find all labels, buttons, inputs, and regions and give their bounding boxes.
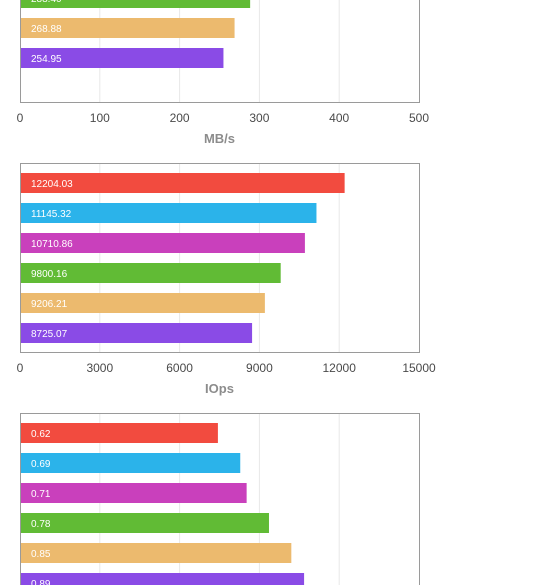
x-tick-label: 9000 — [246, 361, 273, 375]
bar — [21, 293, 265, 313]
bar-value-label: 0.78 — [31, 519, 51, 530]
bar-value-label: 11145.32 — [31, 209, 72, 220]
x-tick-label: 100 — [90, 111, 110, 125]
bar — [21, 323, 253, 343]
x-tick-label: 12000 — [323, 361, 357, 375]
plot-frame — [20, 163, 420, 353]
bar-value-label: 8725.07 — [31, 329, 68, 340]
plot-frame — [20, 413, 420, 585]
x-tick-label: 200 — [170, 111, 190, 125]
bar-value-label: 9800.16 — [31, 269, 68, 280]
bar — [21, 203, 317, 223]
x-tick-label: 400 — [329, 111, 349, 125]
x-axis-title: MB/s — [204, 131, 235, 146]
x-tick-label: 300 — [249, 111, 269, 125]
bar — [21, 263, 281, 283]
x-tick-label: 0 — [17, 361, 24, 375]
x-tick-label: 3000 — [86, 361, 113, 375]
bar — [21, 423, 218, 443]
bar-value-label: 0.69 — [31, 459, 51, 470]
bar — [21, 543, 292, 563]
bar — [21, 513, 269, 533]
bar — [21, 0, 251, 8]
bar — [21, 48, 224, 68]
x-axis-title: IOps — [205, 381, 234, 396]
bar — [21, 233, 305, 253]
x-tick-label: 0 — [17, 111, 24, 125]
bar-value-label: 268.88 — [31, 24, 62, 35]
bar-value-label: 12204.03 — [31, 179, 73, 190]
bar — [21, 453, 241, 473]
bar — [21, 483, 247, 503]
x-tick-label: 500 — [409, 111, 429, 125]
x-tick-label: 6000 — [166, 361, 193, 375]
bar-value-label: 10710.86 — [31, 239, 73, 250]
bar — [21, 573, 305, 585]
bar-value-label: 0.85 — [31, 549, 51, 560]
bar — [21, 18, 235, 38]
x-tick-label: 15000 — [402, 361, 436, 375]
bar — [21, 173, 345, 193]
bar-value-label: 0.89 — [31, 579, 51, 585]
bar-value-label: 9206.21 — [31, 299, 68, 310]
bar-value-label: 254.95 — [31, 54, 62, 65]
bar-value-label: 0.62 — [31, 429, 51, 440]
plot-frame — [20, 0, 420, 103]
bar-value-label: 288.40 — [31, 0, 62, 5]
bar-value-label: 0.71 — [31, 489, 51, 500]
